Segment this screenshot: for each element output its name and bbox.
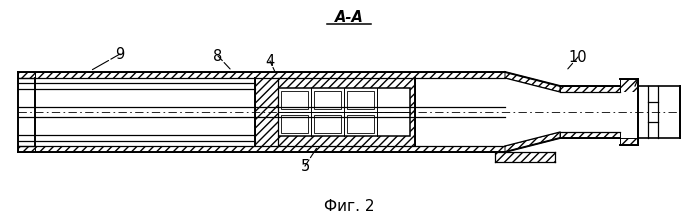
- Bar: [18, 135, 255, 141]
- Bar: [638, 86, 680, 138]
- Bar: [278, 88, 410, 136]
- Bar: [347, 91, 374, 109]
- Bar: [18, 72, 505, 78]
- Bar: [18, 78, 505, 146]
- Bar: [18, 83, 255, 89]
- Bar: [347, 115, 374, 133]
- Bar: [18, 72, 35, 78]
- Bar: [560, 86, 620, 92]
- Bar: [281, 91, 308, 109]
- Text: А-А: А-А: [335, 9, 363, 24]
- Bar: [255, 78, 278, 146]
- Bar: [620, 79, 638, 92]
- Text: 5: 5: [301, 159, 310, 174]
- Bar: [281, 115, 308, 133]
- Text: Фиг. 2: Фиг. 2: [324, 198, 374, 213]
- Bar: [638, 86, 680, 138]
- Text: 9: 9: [115, 47, 124, 62]
- Polygon shape: [505, 132, 560, 152]
- Bar: [648, 102, 658, 122]
- Bar: [18, 107, 505, 117]
- Text: 10: 10: [569, 50, 587, 65]
- Polygon shape: [505, 78, 560, 146]
- Bar: [314, 115, 341, 133]
- Text: 8: 8: [213, 49, 222, 63]
- Bar: [620, 138, 638, 145]
- Bar: [18, 146, 505, 152]
- Bar: [255, 78, 415, 146]
- Bar: [495, 152, 555, 162]
- Bar: [560, 92, 620, 132]
- Bar: [314, 91, 341, 109]
- Bar: [278, 88, 410, 136]
- Text: 4: 4: [266, 54, 275, 69]
- Bar: [620, 92, 638, 132]
- Bar: [560, 132, 620, 138]
- Bar: [18, 146, 35, 152]
- Polygon shape: [505, 72, 560, 92]
